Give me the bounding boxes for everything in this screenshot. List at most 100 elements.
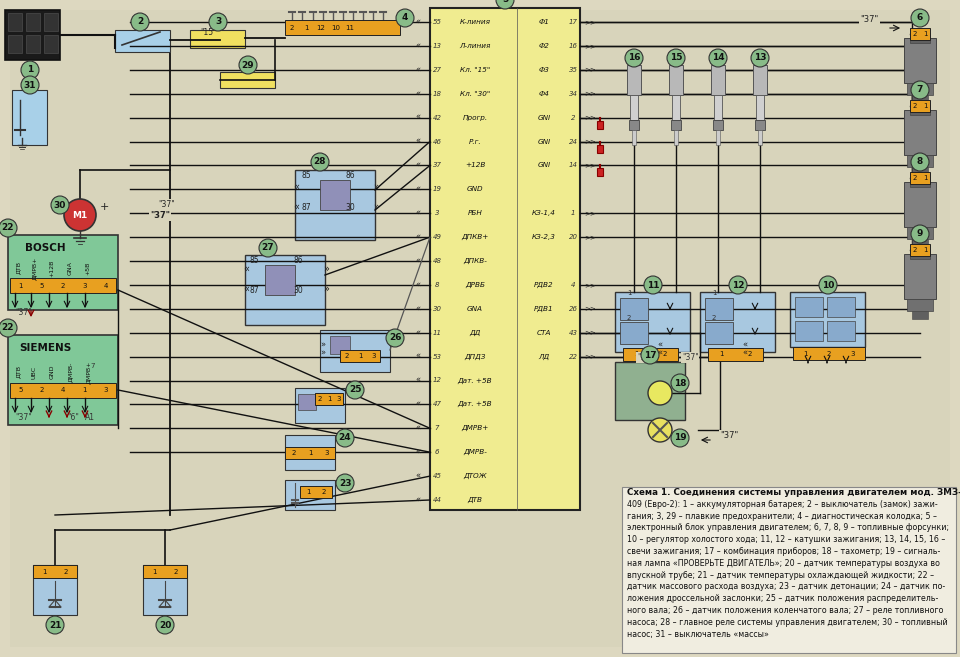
Text: 2: 2 [137, 18, 143, 26]
Text: "37": "37" [150, 210, 170, 219]
Text: насоса; 28 – главное реле системы управления двигателем; 30 – топливный: насоса; 28 – главное реле системы управл… [627, 618, 948, 627]
Bar [615, 292, 690, 352]
Text: 12: 12 [433, 378, 442, 384]
Text: 1: 1 [304, 24, 309, 30]
Text: »: » [320, 349, 325, 358]
Text: свечи зажигания; 17 – комбинация приборов; 18 – тахометр; 19 – сигналь-: свечи зажигания; 17 – комбинация приборо… [627, 547, 941, 556]
Text: 1: 1 [358, 353, 362, 359]
Text: ДТВ: ДТВ [15, 261, 20, 275]
Bar [904, 38, 936, 83]
Text: "15": "15" [200, 28, 217, 37]
Bar [26, 35, 40, 53]
Text: 22: 22 [2, 323, 14, 332]
Text: Ф1: Ф1 [539, 19, 549, 25]
Text: 86: 86 [293, 256, 302, 265]
Text: датчик массового расхода воздуха; 23 – датчик детонации; 24 – датчик по-: датчик массового расхода воздуха; 23 – д… [627, 582, 946, 591]
Text: 53: 53 [433, 353, 442, 359]
Circle shape [911, 225, 929, 243]
Text: ДМРВ+: ДМРВ+ [85, 360, 90, 384]
Circle shape [644, 276, 662, 294]
Bar [33, 565, 77, 615]
Circle shape [346, 381, 364, 399]
Bar [5, 10, 60, 60]
Text: 11: 11 [346, 24, 354, 30]
Text: 30: 30 [293, 286, 302, 295]
Circle shape [819, 276, 837, 294]
Bar [714, 95, 722, 120]
Bar [904, 182, 936, 227]
Text: ДРВБ: ДРВБ [465, 282, 485, 288]
Text: КЗ-2,3: КЗ-2,3 [532, 234, 556, 240]
Text: 3: 3 [103, 388, 108, 394]
Text: +5В: +5В [85, 261, 90, 275]
Bar [12, 90, 47, 145]
Text: Дат. +5В: Дат. +5В [458, 401, 492, 407]
Text: 409 (Евро-2): 1 – аккумуляторная батарея; 2 – выключатель (замок) зажи-: 409 (Евро-2): 1 – аккумуляторная батарея… [627, 500, 938, 509]
Text: 1: 1 [18, 283, 23, 288]
Text: 26: 26 [568, 306, 578, 312]
Text: 4: 4 [60, 388, 65, 394]
Text: 2: 2 [318, 396, 322, 402]
Text: ДТВ: ДТВ [468, 497, 483, 503]
Bar [295, 388, 345, 423]
Text: GNA: GNA [467, 306, 483, 312]
Text: 2: 2 [345, 353, 348, 359]
Text: +12В: +12В [465, 162, 485, 168]
Bar [190, 30, 245, 48]
Text: 34: 34 [568, 91, 578, 97]
Text: 9: 9 [917, 229, 924, 238]
Text: «: « [416, 376, 420, 385]
Text: «: « [416, 424, 420, 433]
Text: 2: 2 [913, 247, 917, 253]
Text: 85: 85 [250, 256, 259, 265]
Text: 8: 8 [435, 282, 440, 288]
Text: КЗ-1,4: КЗ-1,4 [532, 210, 556, 216]
Text: «: « [657, 341, 662, 350]
Text: 14: 14 [568, 162, 578, 168]
Circle shape [156, 616, 174, 634]
Circle shape [751, 49, 769, 67]
Text: 85: 85 [302, 171, 312, 180]
Text: 42: 42 [433, 114, 442, 121]
Text: 37: 37 [433, 162, 442, 168]
Text: 4: 4 [571, 282, 575, 288]
Bar [430, 8, 580, 510]
Text: GNI: GNI [538, 162, 551, 168]
Bar [630, 95, 638, 120]
Text: Схема 1. Соединения системы управления двигателем мод. ЗМЗ-: Схема 1. Соединения системы управления д… [627, 488, 960, 497]
Text: Ф3: Ф3 [539, 67, 549, 73]
Text: »: » [320, 341, 325, 350]
Circle shape [671, 429, 689, 447]
Text: «: « [243, 284, 249, 294]
Text: «: « [416, 185, 420, 194]
Bar [285, 20, 400, 35]
Bar [910, 172, 930, 184]
Text: «: « [243, 264, 249, 274]
Text: 1: 1 [803, 350, 807, 357]
Circle shape [21, 76, 39, 94]
Text: «: « [742, 341, 747, 350]
Text: 27: 27 [433, 67, 442, 73]
Text: 14: 14 [711, 53, 724, 62]
Text: >>: >> [584, 114, 596, 121]
Text: Кл. "30": Кл. "30" [460, 91, 491, 97]
Bar [8, 335, 118, 425]
Text: «: « [416, 447, 420, 457]
Text: "37": "37" [15, 308, 32, 317]
Text: 46: 46 [433, 139, 442, 145]
Text: 24: 24 [339, 434, 351, 443]
Bar [615, 362, 685, 420]
Text: 2: 2 [39, 388, 44, 394]
Bar [597, 121, 603, 129]
Text: 2: 2 [571, 114, 575, 121]
Bar [795, 297, 823, 317]
Text: 87: 87 [302, 203, 312, 212]
Text: К-линия: К-линия [460, 19, 491, 25]
Bar [320, 180, 350, 210]
Text: GND: GND [50, 365, 55, 379]
Text: 23: 23 [339, 478, 351, 487]
Text: 30: 30 [345, 203, 355, 212]
Text: 13: 13 [433, 43, 442, 49]
Bar [716, 130, 720, 145]
Bar [672, 95, 680, 120]
